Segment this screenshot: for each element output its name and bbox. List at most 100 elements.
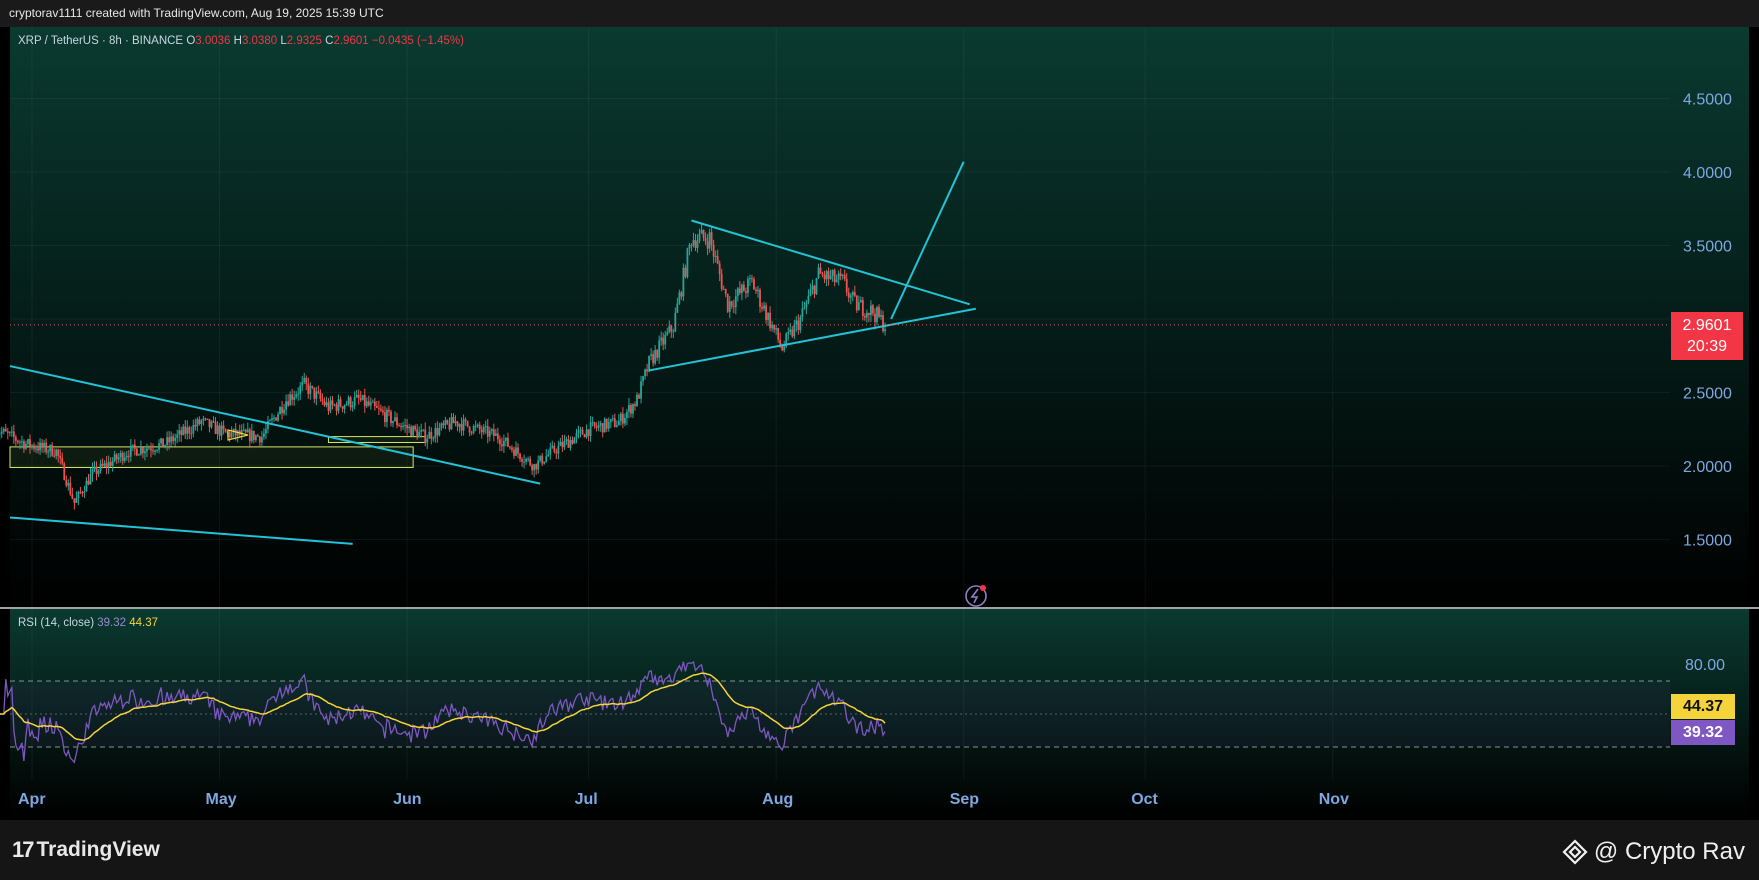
candle bbox=[492, 429, 495, 436]
candle bbox=[767, 312, 769, 320]
time-axis[interactable]: Apr May Jun Jul Aug Sep Oct Nov bbox=[18, 791, 1349, 808]
candle bbox=[281, 407, 283, 414]
candle bbox=[498, 439, 501, 445]
candle bbox=[851, 291, 854, 296]
candle bbox=[533, 464, 536, 471]
candle bbox=[607, 421, 610, 429]
candle bbox=[849, 295, 852, 298]
candle bbox=[200, 420, 203, 425]
candle bbox=[258, 436, 261, 443]
rsi-label[interactable]: RSI (14, close) bbox=[18, 617, 95, 629]
trendlines[interactable] bbox=[9, 161, 976, 545]
candle bbox=[749, 278, 751, 280]
candle bbox=[880, 315, 882, 317]
candle bbox=[299, 385, 302, 394]
candle bbox=[700, 229, 703, 234]
candle bbox=[874, 313, 876, 323]
last-price-badge: 2.9601 20:39 bbox=[1671, 312, 1743, 360]
candle bbox=[252, 430, 255, 440]
candle bbox=[335, 404, 338, 411]
rsi-legend[interactable]: RSI (14, close) 39.32 44.37 bbox=[18, 617, 158, 629]
rsi-value-badge: 39.32 bbox=[1671, 720, 1735, 745]
candle bbox=[365, 401, 368, 407]
candle bbox=[293, 397, 296, 400]
candle bbox=[220, 425, 223, 436]
candle bbox=[827, 271, 830, 279]
candle bbox=[208, 419, 211, 428]
candle bbox=[117, 457, 120, 460]
candle bbox=[714, 255, 717, 257]
candle bbox=[517, 447, 519, 454]
tradingview-mark-icon: 17 bbox=[12, 837, 35, 862]
candle bbox=[45, 442, 48, 453]
candle bbox=[246, 429, 249, 433]
low-value: 2.9325 bbox=[286, 35, 322, 47]
candle bbox=[624, 418, 626, 424]
trendline[interactable] bbox=[648, 307, 976, 372]
x-tick-label: Oct bbox=[1131, 791, 1158, 808]
candle bbox=[460, 424, 463, 431]
candle bbox=[839, 273, 842, 276]
x-tick-label: May bbox=[206, 791, 237, 808]
candle bbox=[103, 463, 106, 466]
candle bbox=[373, 401, 376, 407]
candle bbox=[884, 329, 886, 332]
candle bbox=[569, 440, 572, 448]
candle bbox=[450, 417, 453, 430]
candle bbox=[728, 301, 731, 312]
candle bbox=[500, 444, 503, 447]
price-chart[interactable]: 1.50002.00002.50003.00003.50004.00004.50… bbox=[0, 0, 1759, 820]
candle bbox=[805, 302, 808, 308]
candle bbox=[402, 425, 404, 427]
candle bbox=[295, 394, 298, 398]
support-zone[interactable] bbox=[9, 446, 414, 468]
candle bbox=[329, 400, 332, 411]
candle bbox=[573, 437, 576, 444]
candle bbox=[704, 237, 707, 242]
candle bbox=[388, 409, 390, 412]
candle bbox=[706, 241, 709, 249]
candle bbox=[442, 423, 445, 426]
candle bbox=[632, 404, 634, 414]
candle bbox=[305, 377, 308, 384]
candle bbox=[390, 411, 392, 424]
attribution-bar: cryptorav1111 created with TradingView.c… bbox=[0, 0, 1759, 27]
trendline[interactable] bbox=[691, 219, 971, 306]
symbol-name[interactable]: XRP / TetherUS · 8h · BINANCE bbox=[18, 35, 184, 47]
candle bbox=[777, 328, 780, 340]
candle bbox=[817, 267, 820, 278]
candle bbox=[658, 340, 661, 358]
candle bbox=[734, 296, 737, 308]
trendline[interactable] bbox=[890, 161, 965, 320]
candle bbox=[757, 289, 759, 292]
candle bbox=[605, 418, 608, 429]
trendline[interactable] bbox=[9, 516, 353, 545]
candle bbox=[275, 417, 277, 421]
candle bbox=[81, 492, 84, 494]
candle bbox=[537, 460, 540, 470]
candle bbox=[307, 383, 310, 394]
candle bbox=[841, 274, 844, 276]
trendline[interactable] bbox=[9, 365, 541, 485]
tradingview-logo[interactable]: 17 TradingView bbox=[12, 837, 160, 863]
candle bbox=[730, 301, 733, 307]
candle bbox=[541, 455, 544, 464]
candle bbox=[513, 449, 515, 456]
candle bbox=[196, 419, 199, 427]
candle bbox=[761, 306, 763, 309]
lightning-icon[interactable] bbox=[965, 585, 987, 607]
last-price-value: 2.9601 bbox=[1682, 317, 1732, 334]
candle bbox=[422, 429, 425, 431]
candle bbox=[597, 425, 600, 428]
candle bbox=[53, 455, 56, 457]
candle bbox=[835, 279, 838, 283]
close-value: 2.9601 bbox=[333, 35, 369, 47]
symbol-legend[interactable]: XRP / TetherUS · 8h · BINANCE O3.0036 H3… bbox=[18, 35, 464, 47]
candle bbox=[847, 292, 850, 298]
candle bbox=[51, 445, 54, 456]
candle bbox=[202, 418, 205, 421]
candle bbox=[785, 333, 788, 347]
candle bbox=[337, 399, 340, 411]
rsi-legend-value: 39.32 bbox=[97, 617, 127, 629]
candle bbox=[680, 292, 683, 297]
